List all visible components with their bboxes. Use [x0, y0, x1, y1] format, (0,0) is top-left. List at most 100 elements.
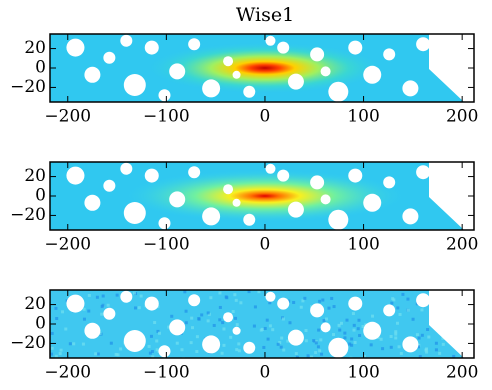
image-pixel [420, 333, 424, 337]
image-pixel [330, 296, 334, 300]
image-pixel [395, 321, 399, 325]
mask [277, 169, 290, 182]
mask [383, 304, 396, 317]
image-pixel [369, 343, 373, 347]
image-pixel [304, 339, 308, 343]
image-pixel [106, 303, 110, 307]
image-pixel [50, 346, 54, 350]
mask [310, 47, 325, 62]
image-pixel [237, 342, 241, 346]
y-tick-label: 20 [24, 294, 46, 314]
mask [232, 326, 241, 335]
image-pixel [157, 331, 161, 335]
mask [123, 74, 146, 96]
mask [277, 297, 290, 310]
x-tick-label: −200 [44, 107, 91, 127]
mask [169, 191, 186, 208]
mask [158, 217, 171, 230]
image-pixel [195, 335, 199, 339]
image-pixel [259, 328, 263, 332]
mask [66, 166, 85, 185]
mask [287, 73, 304, 90]
x-tick-label: 100 [347, 235, 379, 255]
image-pixel [109, 341, 113, 345]
x-tick-label: 0 [260, 235, 271, 255]
image-pixel [68, 342, 72, 346]
image-pixel [397, 345, 401, 349]
image-pixel [281, 317, 285, 321]
image-pixel [59, 348, 63, 352]
image-pixel [394, 332, 398, 336]
image-pixel [434, 348, 438, 352]
image-pixel [115, 293, 119, 297]
x-tick-label: 200 [446, 235, 478, 255]
image-pixel [268, 301, 272, 305]
image-pixel [197, 317, 201, 321]
x-tick-label: 200 [446, 107, 478, 127]
image-panel [50, 162, 474, 230]
x-tick-label: −100 [143, 235, 190, 255]
image-pixel [55, 316, 59, 320]
image-pixel [399, 351, 403, 355]
image-panel [50, 34, 474, 102]
y-tick-label: 20 [24, 38, 46, 58]
mask [320, 66, 331, 77]
mask [429, 162, 474, 230]
image-pixel [427, 335, 431, 339]
image-pixel [294, 352, 298, 356]
image-pixel [353, 341, 357, 345]
image-pixel [200, 313, 204, 317]
image-pixel [278, 341, 282, 345]
image-pixel [406, 297, 410, 301]
image-pixel [116, 353, 120, 357]
image-pixel [352, 323, 356, 327]
image-pixel [391, 297, 395, 301]
image-pixel [50, 331, 54, 335]
chart-title: Wise1 [236, 4, 294, 26]
x-tick-label: −200 [44, 235, 91, 255]
image-pixel [100, 312, 104, 316]
image-pixel [132, 291, 136, 295]
mask [188, 166, 201, 179]
image-pixel [150, 349, 154, 353]
mask [328, 337, 349, 358]
image-pixel [265, 318, 269, 322]
image-pixel [415, 333, 419, 337]
image-pixel [426, 327, 430, 331]
image-pixel [189, 341, 193, 345]
image-pixel [396, 306, 400, 310]
image-pixel [356, 327, 360, 331]
image-pixel [271, 328, 275, 332]
mask [310, 175, 325, 190]
mask [223, 312, 234, 323]
image-pixel [151, 355, 155, 358]
image-pixel [167, 325, 171, 329]
mask [202, 335, 221, 354]
image-pixel [362, 354, 366, 358]
image-pixel [87, 309, 91, 313]
image-pixel [358, 333, 362, 337]
image-pixel [119, 347, 123, 351]
image-pixel [371, 314, 375, 318]
mask [169, 319, 186, 336]
image-pixel [153, 321, 157, 325]
image-pixel [54, 306, 58, 310]
mask [123, 330, 146, 352]
image-pixel [279, 345, 283, 349]
mask [202, 207, 221, 226]
image-pixel [338, 328, 342, 332]
image-pixel [180, 348, 184, 352]
mask [66, 294, 85, 313]
y-tick-label: 0 [35, 186, 46, 206]
image-pixel [425, 350, 429, 354]
x-tick-label: 0 [260, 107, 271, 127]
image-panel [50, 290, 474, 358]
image-pixel [322, 319, 326, 323]
mask [232, 198, 241, 207]
image-pixel [299, 305, 303, 309]
x-tick-label: 0 [260, 363, 271, 383]
y-tick-label: 20 [24, 166, 46, 186]
image-pixel [263, 326, 267, 330]
y-tick-label: 0 [35, 58, 46, 78]
image-pixel [54, 354, 58, 358]
